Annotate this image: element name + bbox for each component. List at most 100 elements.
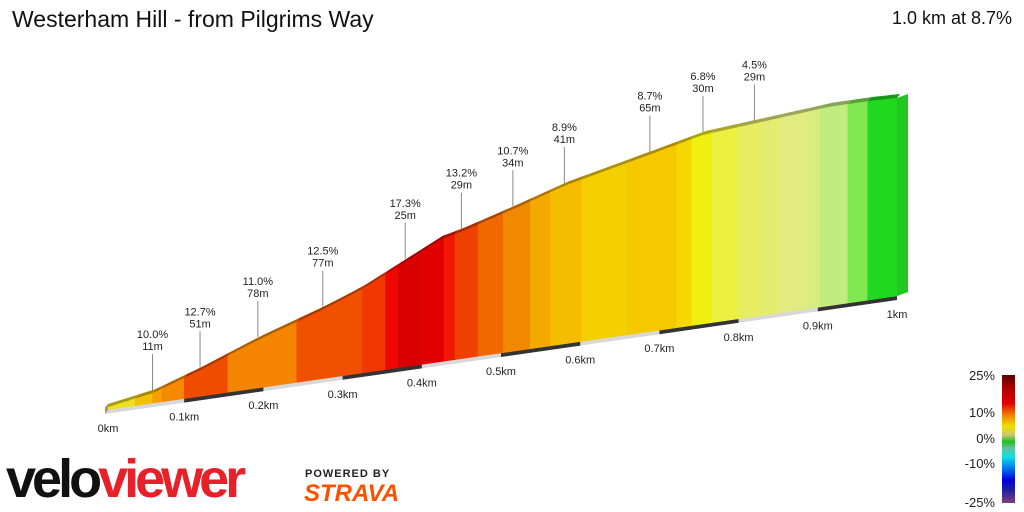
- annotation-length: 11m: [142, 341, 163, 353]
- slice-top-shade: [385, 262, 402, 275]
- slice-top-shade: [162, 373, 188, 389]
- annotation-length: 29m: [451, 180, 472, 192]
- slice-top-edge: [581, 158, 630, 180]
- slice-top-shade: [581, 158, 630, 180]
- gradient-slice: [819, 103, 849, 308]
- slice-top-edge: [808, 104, 824, 112]
- road-km-marker: [659, 318, 739, 335]
- annotation-gradient: 12.7%: [184, 306, 215, 318]
- gradient-legend-bar: [1002, 375, 1015, 503]
- annotation-length: 30m: [692, 83, 713, 95]
- strava-logo: STRAVA: [304, 480, 400, 507]
- slice-top-edge: [420, 234, 447, 253]
- gradient-slice: [691, 132, 712, 326]
- slice-top-edge: [711, 123, 742, 133]
- annotation-length: 25m: [394, 210, 415, 222]
- slice-top-shade: [420, 234, 447, 253]
- profile-start-face: [105, 404, 108, 414]
- slice-top-shade: [808, 104, 824, 112]
- slice-top-edge: [443, 230, 459, 239]
- slice-top-edge: [152, 384, 166, 394]
- gradient-slice: [454, 224, 479, 360]
- slice-top-edge: [162, 373, 188, 389]
- slice-top-edge: [398, 248, 424, 267]
- annotation-gradient: 4.5%: [742, 60, 767, 72]
- annotation-length: 41m: [554, 134, 575, 146]
- x-tick-label: 1km: [887, 309, 908, 321]
- gradient-slice: [385, 265, 399, 370]
- slice-top-edge: [135, 389, 156, 399]
- slice-top-edge: [779, 107, 812, 118]
- slice-top-shade: [135, 389, 156, 399]
- slice-top-shade: [105, 394, 139, 408]
- slice-top-shade: [398, 248, 424, 267]
- slice-top-shade: [184, 351, 231, 378]
- x-tick-label: 0.8km: [724, 332, 754, 344]
- profile-end-face: [897, 94, 908, 296]
- slice-top-shade: [738, 117, 766, 128]
- slice-top-shade: [820, 100, 851, 109]
- logo-part: viewer: [98, 449, 246, 509]
- slice-top-shade: [443, 230, 459, 239]
- annotation-gradient: 8.7%: [637, 91, 662, 103]
- gradient-slice: [626, 144, 678, 336]
- annotation-gradient: 12.5%: [307, 246, 338, 258]
- annotation-gradient: 13.2%: [446, 168, 477, 180]
- slice-top-edge: [847, 97, 871, 105]
- road-km-marker: [817, 296, 897, 312]
- slice-top-edge: [362, 270, 389, 289]
- gradient-slice: [676, 138, 693, 328]
- climb-summary: 1.0 km at 8.7%: [891, 8, 1012, 28]
- slice-top-shade: [362, 270, 389, 289]
- x-tick-label: 0.5km: [486, 366, 516, 378]
- x-tick-label: 0.1km: [169, 412, 199, 424]
- slice-top-shade: [691, 128, 715, 140]
- annotation-length: 51m: [189, 318, 210, 330]
- gradient-slice: [296, 288, 363, 383]
- slice-top-edge: [762, 113, 783, 122]
- gradient-slice: [227, 321, 297, 393]
- legend-label: 10%: [968, 405, 995, 420]
- slice-top-shade: [676, 135, 695, 145]
- slice-top-shade: [503, 197, 534, 214]
- annotation-length: 29m: [744, 72, 765, 84]
- gradient-slice: [503, 200, 531, 353]
- gradient-slice: [847, 100, 868, 304]
- gradient-slice: [477, 213, 504, 357]
- legend-label: 0%: [976, 431, 995, 446]
- slice-top-edge: [676, 135, 695, 145]
- annotation-gradient: 10.0%: [137, 329, 168, 341]
- slice-top-shade: [550, 175, 585, 193]
- slice-top-shade: [847, 97, 871, 105]
- gradient-slice: [867, 97, 898, 301]
- gradient-slice: [738, 121, 763, 320]
- slice-top-shade: [227, 317, 300, 356]
- slice-top-shade: [711, 123, 742, 133]
- gradient-slice: [397, 251, 421, 369]
- annotation-length: 77m: [312, 258, 333, 270]
- slice-top-edge: [820, 100, 851, 109]
- gradient-slice: [183, 355, 229, 399]
- legend-label: 25%: [968, 368, 995, 383]
- x-tick-label: 0.7km: [644, 343, 674, 355]
- road-km-marker: [501, 341, 581, 357]
- gradient-slice: [711, 126, 739, 323]
- gradient-slice: [443, 233, 456, 362]
- annotation-gradient: 10.7%: [497, 145, 528, 157]
- gradient-slice: [581, 162, 628, 342]
- slice-top-edge: [184, 351, 231, 378]
- annotation-gradient: 6.8%: [690, 71, 715, 83]
- slice-top-edge: [227, 317, 300, 356]
- powered-by-label: POWERED BY: [305, 468, 391, 480]
- road-km-marker: [342, 364, 422, 380]
- slice-top-edge: [550, 175, 585, 193]
- slice-top-shade: [762, 113, 783, 122]
- x-tick-label: 0km: [98, 423, 119, 435]
- slice-top-edge: [503, 197, 534, 214]
- gradient-slice: [762, 117, 781, 316]
- annotation-length: 78m: [247, 288, 268, 300]
- gradient-slice: [549, 179, 583, 347]
- slice-top-edge: [738, 117, 766, 128]
- annotation-length: 34m: [502, 157, 523, 169]
